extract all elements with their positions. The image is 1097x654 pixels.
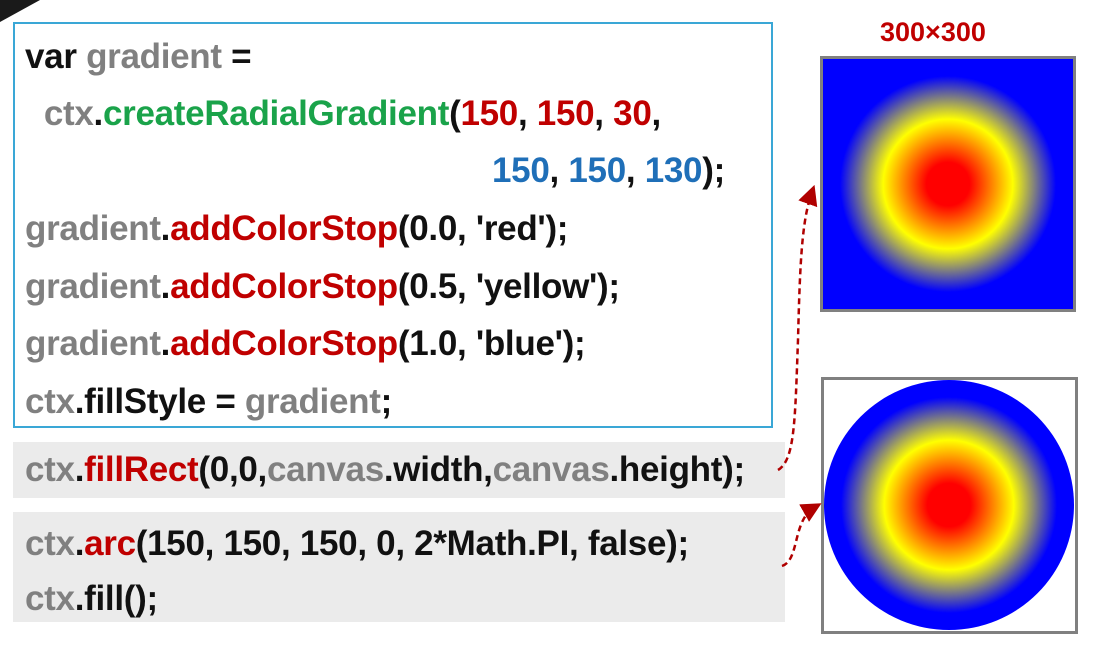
code-token: addColorStop [170, 209, 398, 248]
code-token: . [74, 382, 85, 421]
code-token: ctx [25, 524, 75, 563]
code-token: . [74, 524, 85, 563]
rect-gradient-canvas [820, 56, 1076, 312]
code-token: canvas [266, 450, 384, 489]
code-token: . [74, 579, 85, 618]
code-token: (0,0, [198, 450, 267, 489]
code-token: ( [449, 94, 461, 133]
code-token: ctx [43, 94, 94, 133]
fillrect-to-rect-arrow [777, 184, 818, 472]
code-token: (0.0, 'red'); [397, 209, 569, 248]
code-token: addColorStop [170, 324, 398, 363]
code-token: ctx [25, 450, 75, 489]
code-token: . [160, 324, 171, 363]
code-token: , [651, 94, 662, 133]
code-token: 150 [460, 94, 518, 133]
code-token: (150, 150, 150, 0, 2*Math.PI, false); [135, 524, 689, 563]
code-line: ctx.createRadialGradient(150, 150, 30, [25, 94, 661, 134]
code-token: 150 [568, 151, 626, 190]
code-token: , [625, 151, 645, 190]
code-line: ctx.arc(150, 150, 150, 0, 2*Math.PI, fal… [25, 524, 689, 564]
code-line: gradient.addColorStop(1.0, 'blue'); [25, 324, 586, 364]
code-token: , [594, 94, 614, 133]
code-line: 150, 150, 130); [492, 151, 725, 191]
code-line: ctx.fillStyle = gradient; [25, 382, 392, 422]
code-line: ctx.fill(); [25, 579, 158, 619]
code-token: gradient [25, 209, 161, 248]
code-token: ctx [25, 579, 75, 618]
gradient-code-box: var gradient = ctx.createRadialGradient(… [13, 22, 773, 428]
corner-decoration [0, 0, 40, 22]
arc-to-circle-arrow [781, 503, 822, 568]
rect-gradient-fill [823, 59, 1073, 309]
code-token: gradient [86, 37, 222, 76]
code-token: canvas [492, 450, 610, 489]
code-token: fillStyle = [84, 382, 245, 421]
code-token: gradient [244, 382, 381, 421]
code-line: gradient.addColorStop(0.5, 'yellow'); [25, 267, 620, 307]
code-token: . [160, 267, 171, 306]
code-token: fillRect [84, 450, 199, 489]
code-token: addColorStop [170, 267, 398, 306]
canvas-size-label: 300×300 [880, 17, 986, 47]
code-line: gradient.addColorStop(0.0, 'red'); [25, 209, 568, 249]
arc-code-box: ctx.arc(150, 150, 150, 0, 2*Math.PI, fal… [13, 512, 785, 622]
code-token: , [549, 151, 569, 190]
arc-gradient-fill [824, 380, 1074, 630]
code-token: ctx [25, 382, 75, 421]
code-token: createRadialGradient [102, 94, 450, 133]
code-token: . [93, 94, 104, 133]
code-token: , [517, 94, 537, 133]
code-token: = [221, 37, 252, 76]
code-line: var gradient = [25, 37, 252, 77]
code-token: (1.0, 'blue'); [397, 324, 586, 363]
code-token: 150 [492, 151, 550, 190]
code-token: (0.5, 'yellow'); [397, 267, 620, 306]
code-token: var [25, 37, 87, 76]
code-token: 150 [536, 94, 595, 133]
code-line: ctx.fillRect(0,0,canvas.width,canvas.hei… [25, 450, 745, 490]
code-token: . [74, 450, 85, 489]
code-token: arc [84, 524, 136, 563]
code-token: .height); [609, 450, 746, 489]
code-token: . [160, 209, 171, 248]
code-token: 130 [644, 151, 703, 190]
code-token: gradient [25, 324, 161, 363]
arc-gradient-canvas [821, 377, 1078, 634]
code-token: ; [380, 382, 393, 421]
code-token: fill(); [84, 579, 158, 618]
code-token: 30 [613, 94, 652, 133]
code-token: .width, [383, 450, 493, 489]
code-token: gradient [25, 267, 161, 306]
code-token: ); [702, 151, 725, 190]
fill-rect-code-box: ctx.fillRect(0,0,canvas.width,canvas.hei… [13, 442, 785, 498]
